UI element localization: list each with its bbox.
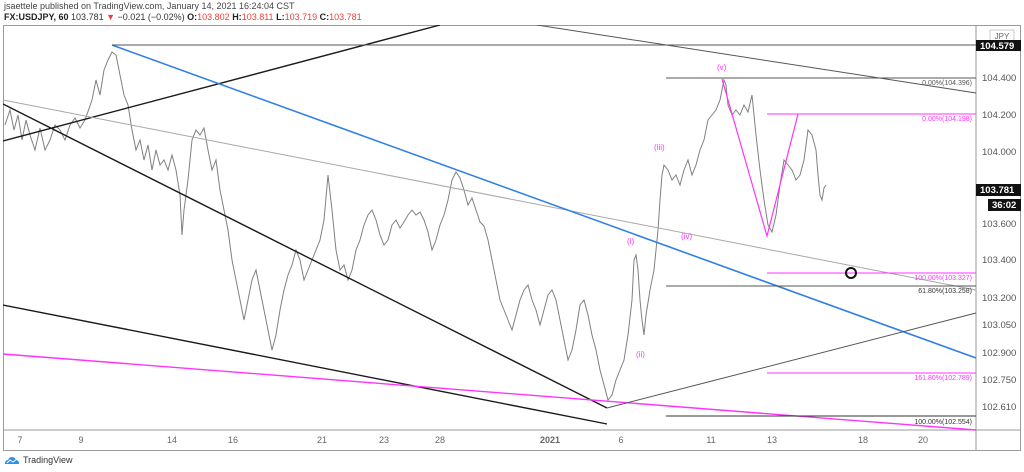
x-tick: 20: [918, 435, 928, 445]
fib-label-5: 100.00%(102.554): [914, 419, 972, 426]
x-tick: 11: [706, 435, 715, 445]
countdown-label: 36:02: [992, 200, 1016, 211]
last-price: 103.781: [71, 12, 104, 22]
open-label: O:: [187, 12, 198, 22]
x-tick: 16: [228, 435, 238, 445]
y-tick: 104.000: [982, 147, 1016, 158]
tradingview-logo-icon: [5, 456, 19, 464]
x-tick: 21: [317, 435, 327, 445]
y-tick: 102.900: [982, 348, 1016, 359]
wave-label-iii: (iii): [654, 143, 665, 152]
target-circle: [845, 267, 857, 279]
fib-label-2: 100.00%(103.327): [914, 275, 972, 282]
low-label: L:: [276, 12, 285, 22]
low-value: 103.719: [284, 12, 318, 22]
y-tick: 102.750: [982, 375, 1016, 386]
x-tick: 28: [435, 435, 445, 445]
x-tick: 18: [858, 435, 868, 445]
y-tick: 104.200: [982, 110, 1016, 121]
fib-label-4: 161.80%(102.789): [914, 375, 972, 382]
high-label: H:: [232, 12, 242, 22]
high-value: 103.811: [241, 12, 274, 22]
footer: TradingView: [4, 455, 73, 465]
rising-channel-line: [606, 312, 977, 409]
publisher-line: jsaettele published on TradingView.com, …: [4, 1, 295, 11]
close-value: 103.781: [329, 12, 362, 22]
price-chart[interactable]: 0.00%(104.396) 0.00%(104.198) 100.00%(10…: [3, 25, 1021, 451]
x-tick: 9: [78, 435, 83, 445]
x-tick-year: 2021: [540, 435, 560, 445]
price-series: [4, 51, 827, 402]
fib-label-0: 0.00%(104.396): [922, 80, 972, 87]
wave-label-v: (v): [717, 63, 727, 72]
gray-trendline: [3, 99, 977, 291]
countdown-bg: [988, 199, 1021, 211]
y-tick: 102.610: [982, 402, 1016, 413]
down-arrow-icon: ▼: [106, 12, 116, 22]
y-tick: 103.400: [982, 255, 1016, 266]
wave-label-i: (i): [627, 237, 634, 246]
wave-label-ii: (ii): [636, 350, 645, 359]
x-tick: 23: [379, 435, 389, 445]
fib-label-3: 61.80%(103.258): [918, 288, 972, 295]
x-tick: 14: [167, 435, 177, 445]
x-tick: 7: [17, 435, 22, 445]
black-rising-trendline: [3, 25, 441, 142]
fib-levels: 0.00%(104.396) 0.00%(104.198) 100.00%(10…: [666, 77, 976, 426]
symbol-label: FX:USDJPY, 60: [4, 12, 69, 22]
magenta-zigzag: [721, 78, 799, 239]
wave-labels: (i) (ii) (iii) (iv) (v): [627, 63, 727, 359]
chart-header: jsaettele published on TradingView.com, …: [4, 1, 362, 23]
fib-label-1: 0.00%(104.198): [922, 116, 972, 123]
high-marker-label: 104.579: [980, 41, 1014, 52]
close-label: C:: [319, 12, 330, 22]
y-tick: 104.400: [982, 73, 1016, 84]
last-price-label: 103.781: [980, 185, 1015, 196]
x-tick: 13: [767, 435, 777, 445]
price-axis[interactable]: JPY 104.579 104.400 104.200 104.000 103.…: [976, 29, 1021, 413]
upper-gray-trendline: [536, 25, 977, 94]
x-tick: 6: [618, 435, 623, 445]
y-tick: 103.600: [982, 219, 1016, 230]
time-axis[interactable]: 7 9 14 16 21 23 28 2021 6 11 13 18 20: [17, 435, 928, 445]
y-tick: 103.200: [982, 293, 1016, 304]
brand-label: TradingView: [23, 455, 73, 465]
y-tick: 103.050: [982, 320, 1016, 331]
currency-label: JPY: [995, 32, 1010, 41]
wave-label-iv: (iv): [681, 232, 692, 241]
magenta-trendline: [3, 353, 977, 431]
high-marker-bg: [976, 40, 1021, 51]
open-value: 103.802: [197, 12, 230, 22]
black-lower-trendline: [3, 304, 608, 425]
symbol-line: FX:USDJPY, 60 103.781 ▼ −0.021 (−0.02%) …: [4, 12, 362, 23]
blue-trendline: [111, 44, 977, 359]
last-price-bg: [976, 184, 1021, 196]
change-value: −0.021 (−0.02%): [117, 12, 185, 22]
black-falling-trendline: [3, 103, 608, 409]
